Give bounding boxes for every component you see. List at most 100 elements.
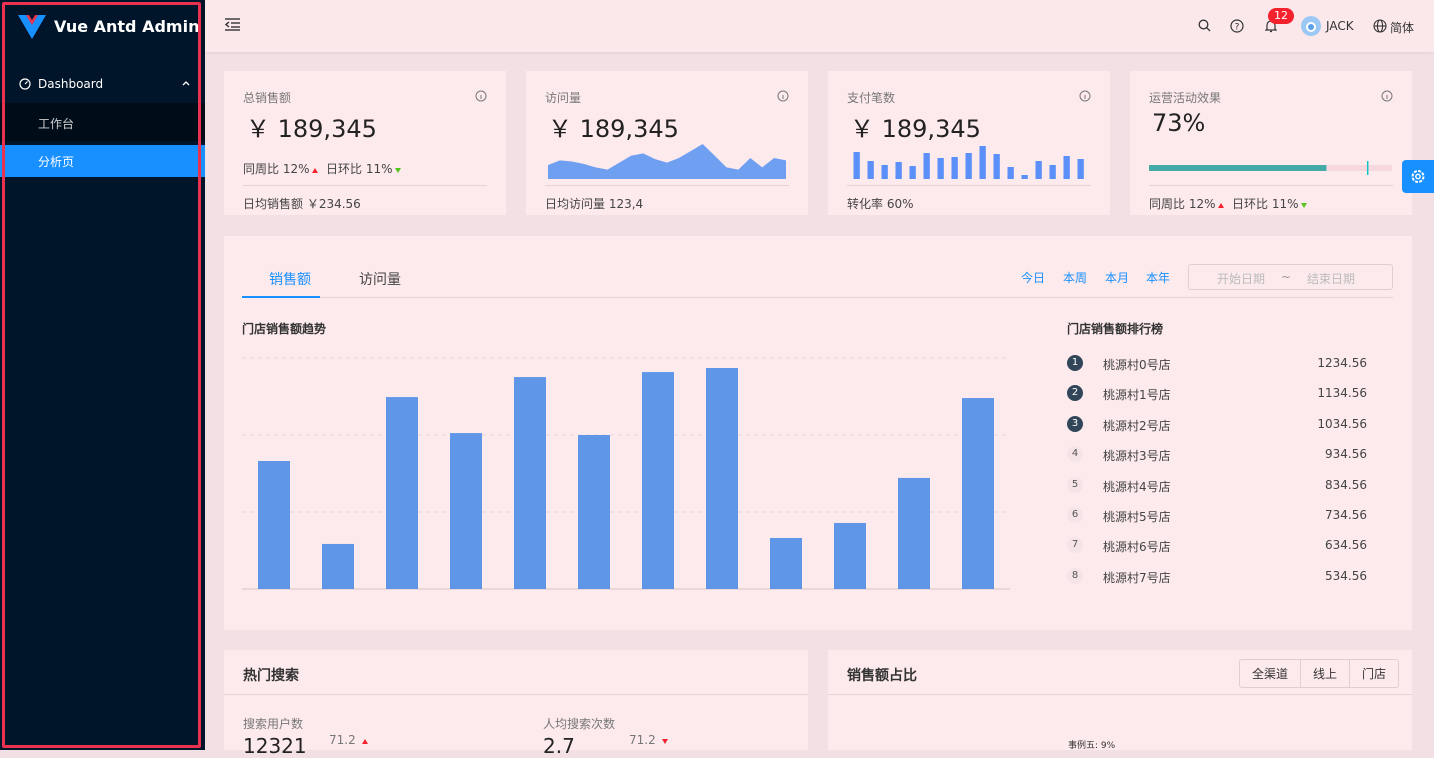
mini-area (548, 144, 786, 179)
mini-bar (853, 152, 860, 179)
logo-text: Vue Antd Admin (54, 17, 200, 36)
settings-button[interactable] (1402, 160, 1434, 193)
stat-change-value: 71.2 (329, 733, 356, 747)
menu-item[interactable]: Dashboard (38, 77, 104, 91)
notification-badge: 12 (1268, 8, 1294, 24)
bar (898, 477, 930, 589)
mini-chart (853, 146, 1084, 179)
trend-label: 日环比 11% (1232, 197, 1299, 211)
rank-badge: 5 (1067, 476, 1083, 493)
help-icon[interactable]: ? (1230, 19, 1244, 33)
submenu-active-bg (0, 145, 205, 177)
rank-badge: 1 (1067, 355, 1083, 371)
mini-bar (937, 158, 944, 179)
dashboard-icon (19, 78, 31, 90)
info-circle (1079, 90, 1091, 102)
rank-value: 1234.56 (1317, 356, 1367, 370)
highlight-outline (2, 2, 201, 748)
trend-label: 同周比 12% (243, 162, 310, 176)
stat-card: 访问量 ￥ 189,345 日均访问量 123,4 (526, 71, 808, 215)
stat-card: 运营活动效果 73% 同周比 12% 日环比 11% (1130, 71, 1412, 215)
bar (386, 397, 418, 589)
user-name[interactable]: JACK (1326, 19, 1354, 33)
card-divider (1149, 185, 1393, 186)
submenu-item-active[interactable]: 分析页 (38, 155, 75, 169)
rank-badge: 8 (1067, 567, 1083, 584)
bar (642, 372, 674, 589)
tab-active[interactable]: 销售额 (269, 272, 311, 288)
rank-name: 桃源村5号店 (1103, 510, 1171, 524)
mini-bar (881, 165, 888, 179)
stat-value: ￥ 189,345 (548, 115, 679, 143)
bar (834, 522, 866, 589)
mini-bar (1049, 165, 1056, 179)
logo-icon (18, 15, 46, 39)
stat-label-text: 人均搜索次数 (543, 717, 616, 731)
rank-badge: 4 (1067, 446, 1083, 463)
progress-bar (1149, 161, 1392, 175)
stat-label-text: 搜索用户数 (243, 717, 304, 731)
info-circle (777, 90, 789, 102)
stat-value: 2.7 (543, 734, 575, 758)
rank-value: 1034.56 (1317, 416, 1367, 431)
trend-label: 日环比 11% (326, 162, 393, 176)
rank-name: 桃源村4号店 (1103, 479, 1171, 494)
stat-title: 支付笔数 (847, 91, 896, 105)
channel-button[interactable]: 全渠道 (1240, 660, 1302, 687)
stat-label: 搜索用户数 (243, 715, 303, 732)
rank-name: 桃源村1号店 (1103, 388, 1171, 403)
avatar[interactable] (1301, 16, 1321, 36)
channel-button[interactable]: 门店 (1362, 667, 1387, 681)
menu-fold-icon[interactable] (225, 18, 240, 31)
stat-value: 73% (1152, 109, 1206, 137)
card-divider (847, 185, 1091, 186)
trend-item: 日环比 11% (1232, 195, 1307, 212)
card-divider (243, 185, 487, 186)
card-divider (828, 694, 1412, 695)
stat-value: 12321 (243, 734, 307, 758)
tab[interactable]: 访问量 (359, 272, 401, 288)
progress-fill (1149, 165, 1327, 171)
submenu-bg (0, 103, 205, 141)
card-title: 热门搜索 (243, 668, 299, 684)
rank-name: 桃源村7号店 (1103, 570, 1171, 585)
date-start: 开始日期 (1217, 272, 1266, 286)
rank-value: 634.56 (1325, 538, 1367, 553)
search-icon[interactable] (1198, 19, 1211, 32)
submenu-item[interactable]: 工作台 (38, 117, 75, 131)
date-end: 结束日期 (1307, 272, 1356, 286)
info-icon (1079, 90, 1091, 102)
stat-value: ￥ 189,345 (246, 115, 377, 143)
language[interactable]: 简体 (1390, 21, 1415, 35)
trend-label: 同周比 12% (1149, 197, 1216, 211)
tab-ink (242, 296, 320, 298)
stat-card: 支付笔数 ￥ 189,345 转化率 60% (828, 71, 1110, 215)
range-link[interactable]: 本月 (1105, 271, 1130, 285)
trend-icon (394, 168, 401, 173)
channel-buttons: 全渠道 线上 门店 (1239, 659, 1400, 688)
date-range-picker[interactable]: 开始日期 ~ 结束日期 (1188, 264, 1393, 290)
channel-button[interactable]: 线上 (1301, 660, 1351, 687)
mini-bar (993, 154, 1000, 179)
mini-bar (965, 153, 972, 179)
mini-bar (867, 161, 874, 179)
range-link[interactable]: 本年 (1146, 271, 1171, 285)
trend-icon (1300, 203, 1307, 208)
range-link[interactable]: 今日 (1021, 271, 1046, 285)
info-icon (1381, 90, 1393, 102)
mini-bar (895, 162, 902, 179)
info-circle (475, 90, 487, 102)
chart-title: 门店销售额趋势 (242, 322, 327, 336)
pie-label: 事例五: 9% (1068, 741, 1116, 751)
mini-bar (1077, 159, 1084, 179)
stat-footer: 日均销售额 ￥234.56 (243, 197, 361, 211)
sales-panel: 销售额 访问量 今日 本周 本月 本年 开始日期 ~ 结束日期 门店销售额趋势 … (224, 236, 1412, 630)
rank-name: 桃源村0号店 (1103, 358, 1171, 372)
mini-bar (979, 146, 986, 179)
card-title: 销售额占比 (847, 668, 917, 684)
bar (962, 398, 994, 589)
range-link[interactable]: 本周 (1063, 271, 1088, 285)
hot-search-card: 热门搜索 搜索用户数 12321 71.2 人均搜索次数 2.7 71.2 (224, 650, 808, 758)
rank-badge: 7 (1067, 537, 1083, 554)
